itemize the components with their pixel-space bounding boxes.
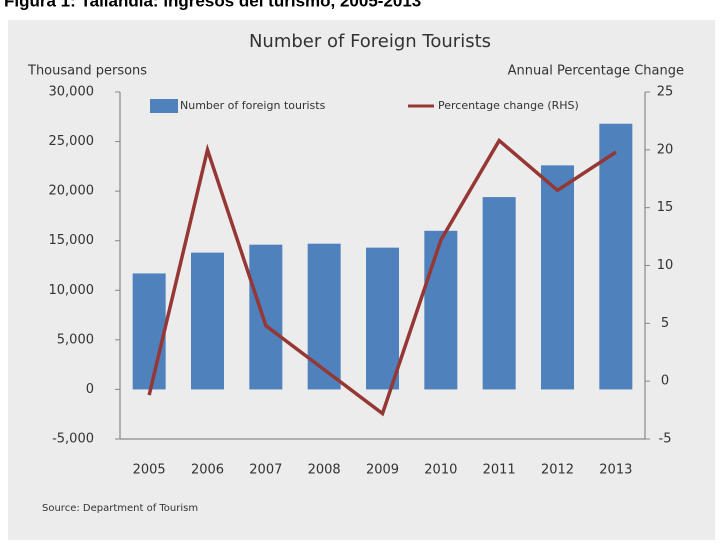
x-tick-label: 2011 <box>483 463 516 478</box>
bar <box>249 244 283 390</box>
y-tick-label: 5,000 <box>57 332 94 347</box>
caption: Figura 1: Tailandia: ingresos del turism… <box>4 0 421 10</box>
x-tick-label: 2009 <box>366 463 399 478</box>
legend-label: Number of foreign tourists <box>180 99 326 112</box>
chart-title: Number of Foreign Tourists <box>249 31 491 52</box>
chart-panel <box>8 20 715 540</box>
y2-tick-label: 20 <box>657 142 674 157</box>
line <box>147 137 617 417</box>
bar <box>424 230 458 390</box>
y-tick-label: 15,000 <box>49 233 95 248</box>
legend-label: Percentage change (RHS) <box>438 99 579 112</box>
y-tick-label: 20,000 <box>49 184 95 199</box>
y2-axis-label: Annual Percentage Change <box>508 64 684 79</box>
bar <box>482 197 516 390</box>
y2-tick-label: 0 <box>661 374 669 389</box>
y-tick-label: 30,000 <box>49 85 95 100</box>
x-tick-label: 2013 <box>599 463 632 478</box>
bar <box>132 273 166 390</box>
x-tick-label: 2007 <box>249 463 282 478</box>
y-tick-label: 25,000 <box>49 134 95 149</box>
y2-tick-label: -5 <box>659 432 672 447</box>
x-tick-label: 2012 <box>541 463 574 478</box>
x-tick-label: 2006 <box>191 463 224 478</box>
source: Source: Department of Tourism <box>42 503 198 514</box>
y2-tick-label: 25 <box>657 85 674 100</box>
x-tick-label: 2008 <box>308 463 341 478</box>
y-tick-label: 10,000 <box>49 283 95 298</box>
y2-tick-label: 10 <box>657 258 674 273</box>
y-axis-label: Thousand persons <box>27 64 147 79</box>
bar <box>191 252 224 390</box>
x-tick-label: 2010 <box>424 463 457 478</box>
bar <box>541 165 574 390</box>
y2-tick-label: 15 <box>657 200 674 215</box>
y-tick-label: -5,000 <box>52 432 94 447</box>
y-tick-label: 0 <box>86 382 94 397</box>
bar <box>307 243 341 390</box>
bar <box>599 123 633 390</box>
y2-tick-label: 5 <box>661 316 669 331</box>
x-tick-label: 2005 <box>133 463 166 478</box>
legend-swatch <box>150 99 178 113</box>
bar <box>366 247 399 390</box>
